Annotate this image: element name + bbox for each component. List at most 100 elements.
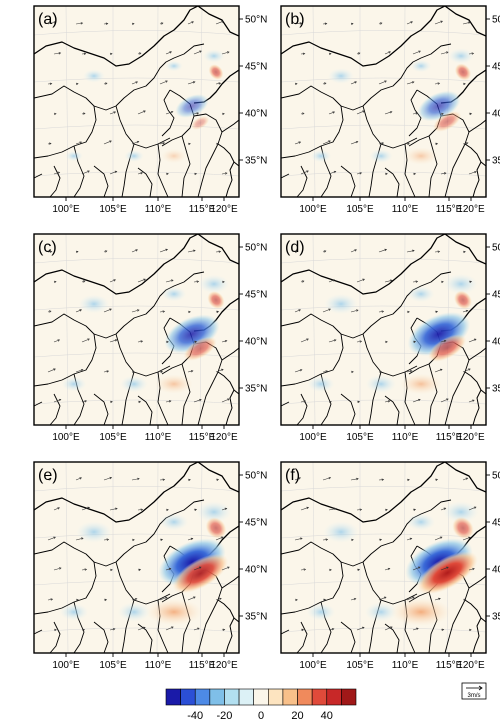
wind-vector [75,309,82,313]
wind-vector [294,369,302,373]
wind-vector [378,142,384,145]
wind-vector [193,399,202,403]
wind-vector [47,368,56,373]
wind-vector [356,278,365,283]
map-panel: 50°N 45°N 40°N 35°N 100°E 105°E 110°E 115°E120°… [33,233,267,443]
wind-vector [350,141,358,145]
colorbar-tick-label: 0 [258,710,264,722]
lon-tick-label: 105°E [99,204,127,215]
wind-vector [384,111,392,115]
wind-vector [47,536,56,541]
wind-vector [462,368,471,373]
wind-vector [109,339,118,343]
colorbar-swatch [341,688,357,706]
wind-vector [328,339,337,343]
wind-vector [294,477,301,481]
wind-vector [328,111,335,115]
wind-vector [215,82,221,85]
colorbar-tick-label: 20 [291,710,303,722]
wind-vector [406,538,412,541]
colorbar-swatch [326,688,342,706]
lon-tick-label: 115°E [436,660,463,671]
wind-vector [165,626,174,631]
wind-vector [81,338,90,343]
wind-vector [412,112,418,115]
wind-vector [137,110,146,115]
wind-vector [187,370,193,373]
wind-vector [137,278,146,283]
wind-vector [53,171,60,175]
wind-vector [221,398,230,403]
map-panel: 50°N 45°N 40°N 35°N 100°E 105°E 110°E 115°E120°… [33,5,267,215]
wind-vector [406,250,415,253]
lat-tick-label: 40°N [245,565,267,576]
lon-tick-label: 110°E [145,204,172,215]
wind-vector [384,626,393,631]
lon-tick-label: 120°E [210,432,238,443]
lon-tick-label: 105°E [99,660,127,671]
wind-vector [350,309,359,313]
lon-tick-label: 110°E [145,432,172,443]
wind-vector [462,142,468,145]
wind-vector [378,80,387,85]
lat-tick-label: 45°N [245,518,267,529]
wind-vector [131,81,138,85]
colorbar-tick-label: -20 [217,710,233,722]
panel-label: (d) [285,239,305,256]
wind-vector [440,507,446,511]
wind-vector [215,20,224,25]
lat-tick-label: 35°N [245,384,267,395]
wind-vector [165,51,172,55]
wind-vector [193,627,200,631]
wind-vector [440,398,449,403]
wind-vector [406,21,413,25]
wind-vector [137,340,143,343]
wind-vector [221,172,227,175]
reference-vector-label: 3m/s [467,693,480,699]
wind-vector [47,598,53,601]
panel-frame [280,233,487,426]
wind-vector [165,111,173,115]
lon-tick-label: 100°E [52,660,80,671]
wind-vector [131,249,138,253]
lon-tick-label: 105°E [346,660,374,671]
wind-vector [215,369,224,373]
lat-tick-label: 40°N [245,109,267,120]
wind-vector [322,539,328,541]
wind-vector [406,81,415,85]
wind-vector [434,536,443,541]
map-panel: 50°N 45°N 40°N 35°N 100°E 105°E 110°E 115°E120°… [280,461,500,671]
wind-vector [103,308,112,313]
wind-vector [109,279,116,283]
wind-vector [159,596,168,601]
lon-tick-label: 100°E [299,432,327,443]
wind-vector [356,627,365,631]
wind-vector [81,569,87,571]
wind-vector [187,21,194,25]
lon-tick-label: 115°E [436,204,463,215]
colorbar-swatch [297,688,313,706]
wind-vector [462,310,468,313]
panel-frame [33,5,240,198]
wind-vector [131,141,139,145]
wind-vector [350,598,356,601]
map-panel: 50°N 45°N 40°N 35°N 100°E 105°E 110°E 115°E120°… [33,461,267,671]
lon-tick-label: 120°E [457,204,485,215]
wind-vector [300,569,306,571]
lat-tick-label: 45°N [492,518,500,529]
wind-vector [384,568,390,571]
lon-tick-label: 115°E [189,204,216,215]
wind-vector [300,400,306,403]
wind-vector [187,250,196,253]
wind-vector [215,251,221,253]
wind-vector [109,171,117,175]
wind-vector [75,477,82,481]
wind-vector [356,172,362,175]
lon-tick-label: 120°E [210,660,238,671]
wind-vector [462,22,471,25]
lat-tick-label: 35°N [492,612,500,623]
wind-vector [328,508,337,511]
wind-vector [137,172,143,175]
lat-tick-label: 50°N [492,243,500,254]
